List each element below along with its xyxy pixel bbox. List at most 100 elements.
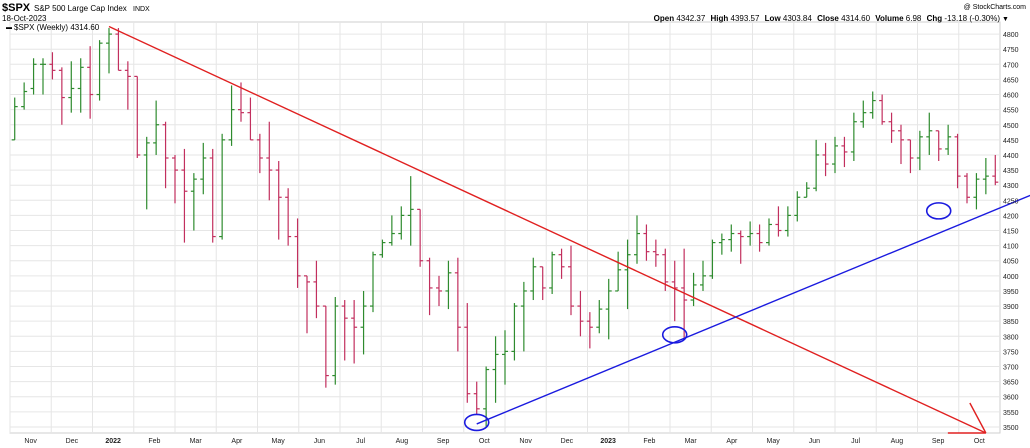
x-tick-label: Feb xyxy=(643,438,655,445)
ohlc-bar xyxy=(926,112,933,155)
ohlc-bar xyxy=(502,330,508,385)
ohlc-bar xyxy=(539,266,546,301)
y-tick-label: 3900 xyxy=(1003,304,1019,311)
x-tick-label: 2023 xyxy=(600,438,616,445)
ohlc-bar xyxy=(586,312,593,349)
x-tick-label: May xyxy=(272,438,286,445)
y-tick-label: 4250 xyxy=(1003,198,1019,205)
y-tick-label: 4000 xyxy=(1003,274,1019,281)
y-tick-label: 4350 xyxy=(1003,168,1019,175)
ohlc-bar xyxy=(747,221,754,246)
resistance-trendline xyxy=(108,25,987,434)
ohlc-bar xyxy=(162,121,169,189)
x-tick-label: Apr xyxy=(726,438,738,445)
ohlc-bar xyxy=(888,112,895,143)
ohlc-bar xyxy=(841,136,848,168)
arrow-head-icon xyxy=(969,402,987,434)
ohlc-bar xyxy=(718,233,725,255)
ohlc-bar xyxy=(417,208,424,267)
ohlc-bar xyxy=(143,136,150,210)
ohlc-bar xyxy=(568,245,574,316)
x-tick-label: Apr xyxy=(231,438,243,445)
ohlc-bar xyxy=(219,133,226,240)
ohlc-bar xyxy=(681,248,688,340)
ohlc-bar xyxy=(549,251,556,294)
ohlc-bar xyxy=(313,260,320,319)
x-tick-label: Jul xyxy=(851,438,860,445)
highlight-circle xyxy=(925,202,952,220)
y-tick-label: 3550 xyxy=(1003,410,1019,417)
ohlc-bar xyxy=(247,97,254,141)
ohlc-bar xyxy=(596,300,603,334)
ohlc-bar xyxy=(520,281,527,352)
trend-lines xyxy=(108,25,1030,434)
x-tick-label: Mar xyxy=(190,438,203,445)
ohlc-bar xyxy=(634,215,640,264)
y-tick-label: 4550 xyxy=(1003,108,1019,115)
ohlc-bar xyxy=(322,305,329,388)
x-tick-label: Sep xyxy=(932,438,945,445)
ohlc-bar xyxy=(898,124,904,165)
ohlc-bar xyxy=(190,173,197,231)
ohlc-bars xyxy=(11,28,999,427)
y-tick-label: 4200 xyxy=(1003,213,1019,220)
ohlc-bar xyxy=(992,154,999,186)
x-tick-label: Oct xyxy=(974,438,985,445)
ohlc-bar xyxy=(869,91,876,119)
x-tick-label: Mar xyxy=(685,438,698,445)
y-tick-label: 3950 xyxy=(1003,289,1019,296)
x-tick-label: Jun xyxy=(809,438,820,445)
ohlc-bar xyxy=(30,58,37,95)
legend-swatch-icon: ▬ xyxy=(6,25,12,31)
ohlc-bar xyxy=(454,257,461,352)
ohlc-bar xyxy=(106,28,112,74)
ohlc-bar xyxy=(124,61,131,110)
x-tick-label: Nov xyxy=(519,438,532,445)
y-tick-label: 4400 xyxy=(1003,153,1019,160)
y-tick-label: 3600 xyxy=(1003,395,1019,402)
ohlc-bar xyxy=(615,251,622,292)
ohlc-bar xyxy=(398,206,405,240)
ohlc-bar xyxy=(803,182,810,198)
chg-label: Chg xyxy=(927,14,943,23)
ohlc-bar xyxy=(445,260,452,310)
ohlc-bar xyxy=(766,218,772,246)
y-tick-label: 3500 xyxy=(1003,425,1019,432)
volume-value: 6.98 xyxy=(906,14,922,23)
ohlc-bar xyxy=(473,381,480,415)
x-tick-label: May xyxy=(767,438,781,445)
low-label: Low xyxy=(765,14,782,23)
time-axis: Nov Dec 2022 Feb Mar Apr May Jun Jul Aug Sep Oct Nov… xyxy=(24,438,984,445)
ohlc-bar xyxy=(58,67,65,125)
y-tick-label: 4100 xyxy=(1003,244,1019,251)
ohlc-bar xyxy=(304,275,310,334)
y-tick-label: 3850 xyxy=(1003,319,1019,326)
ohlc-bar xyxy=(605,278,612,340)
ohlc-bar xyxy=(209,148,216,243)
ohlc-bar xyxy=(879,94,886,125)
ohlc-bar xyxy=(172,154,178,204)
ohlc-bar xyxy=(709,239,716,279)
open-value: 4342.37 xyxy=(676,14,705,23)
y-tick-label: 4600 xyxy=(1003,93,1019,100)
highlight-circle xyxy=(463,413,490,432)
low-value: 4303.84 xyxy=(783,14,812,23)
ohlc-bar xyxy=(266,121,273,201)
x-tick-label: Aug xyxy=(396,438,409,445)
ohlc-bar xyxy=(945,124,952,155)
y-tick-label: 4750 xyxy=(1003,47,1019,54)
copyright-label: @ StockCharts.com xyxy=(964,4,1027,11)
ohlc-bar xyxy=(832,136,838,174)
ohlc-bar xyxy=(134,75,141,158)
ohlc-bar xyxy=(21,82,28,110)
ohlc-bar xyxy=(973,173,980,210)
ohlc-bar xyxy=(652,239,659,267)
x-tick-label: 2022 xyxy=(105,438,121,445)
x-tick-label: Dec xyxy=(66,438,79,445)
y-tick-label: 4500 xyxy=(1003,123,1019,130)
ohlc-bar xyxy=(228,85,235,146)
y-tick-label: 4300 xyxy=(1003,183,1019,190)
ohlc-bar xyxy=(700,260,706,291)
ohlc-bar xyxy=(737,230,744,264)
